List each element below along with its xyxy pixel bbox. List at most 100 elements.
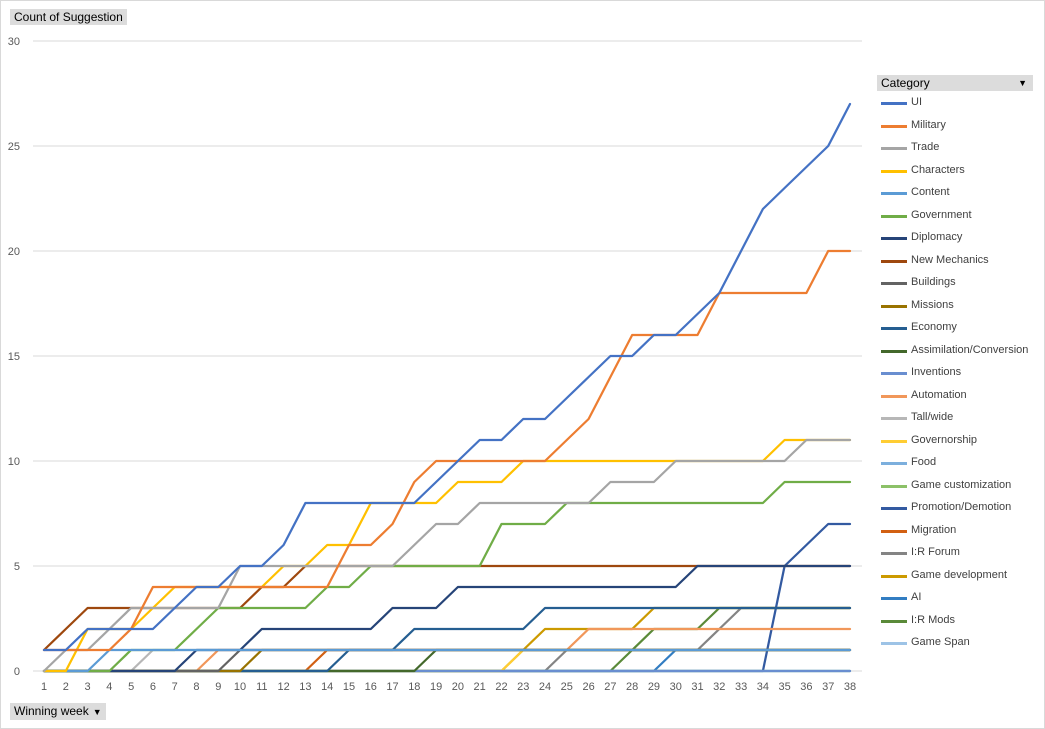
legend-swatch [881, 169, 907, 173]
legend: UI Military Trade Characters Content Governme… [881, 96, 1041, 659]
x-tick-label: 31 [691, 681, 703, 693]
legend-label: Government [911, 208, 972, 221]
legend-item[interactable]: I:R Mods [881, 614, 1041, 637]
legend-label: Migration [911, 523, 957, 536]
x-tick-label: 32 [713, 681, 725, 693]
x-tick-label: 23 [517, 681, 529, 693]
series-line-characters [42, 438, 852, 673]
legend-item[interactable]: Inventions [881, 366, 1041, 389]
series-lines [42, 102, 852, 673]
legend-label: Trade [911, 141, 940, 153]
legend-item[interactable]: Game Span [881, 636, 1041, 659]
legend-item[interactable]: New Mechanics [881, 254, 1041, 277]
legend-swatch [881, 462, 907, 465]
legend-item[interactable]: Automation [881, 389, 1041, 412]
legend-swatch [881, 327, 907, 330]
legend-label: Automation [911, 388, 967, 401]
x-tick-label: 4 [106, 681, 112, 693]
x-tick-label: 7 [172, 681, 178, 693]
series-line-tall-wide [42, 648, 852, 673]
axis-field-button[interactable]: Winning week ▼ [10, 703, 106, 720]
series-line-assimilation-conversion [42, 648, 852, 673]
series-line-buildings [42, 648, 852, 673]
value-field-button[interactable]: Count of Suggestion [10, 9, 127, 25]
x-tick-label: 26 [582, 681, 594, 693]
legend-item[interactable]: Tall/wide [881, 411, 1041, 434]
series-line-missions [42, 648, 852, 673]
x-tick-label: 1 [41, 681, 47, 693]
legend-label: I:R Forum [911, 546, 960, 558]
legend-item[interactable]: Trade [881, 141, 1041, 164]
legend-swatch [881, 372, 907, 375]
legend-label: Content [911, 186, 950, 198]
legend-item[interactable]: Buildings [881, 276, 1041, 299]
dropdown-arrow-icon: ▼ [1018, 78, 1027, 88]
legend-field-label: Category [881, 76, 930, 90]
legend-item[interactable]: Assimilation/Conversion [881, 344, 1041, 367]
legend-swatch [881, 147, 907, 150]
gridlines [33, 40, 862, 672]
legend-label: Game development [911, 568, 1007, 581]
legend-item[interactable]: Food [881, 456, 1041, 479]
legend-label: Inventions [911, 366, 962, 378]
legend-field-button[interactable]: Category ▼ [877, 75, 1033, 91]
legend-label: Military [911, 118, 946, 131]
x-tick-label: 16 [365, 681, 377, 693]
legend-item[interactable]: Missions [881, 299, 1041, 322]
x-tick-label: 21 [474, 681, 486, 693]
x-tick-label: 33 [735, 681, 747, 693]
x-axis-ticks: 1 2 3 4 5 6 7 8 9 10 11 12 13 14 15 16 17 18 19 20 21 22 23 24 2… [41, 681, 856, 693]
legend-label: Promotion/Demotion [911, 501, 1012, 513]
legend-item[interactable]: Military [881, 119, 1041, 142]
series-line-content [42, 648, 852, 673]
legend-label: Governorship [911, 433, 978, 446]
legend-item[interactable]: Migration [881, 524, 1041, 547]
legend-item[interactable]: Game development [881, 569, 1041, 592]
legend-item[interactable]: Economy [881, 321, 1041, 344]
x-tick-label: 36 [800, 681, 812, 693]
value-field-label: Count of Suggestion [14, 10, 123, 24]
legend-swatch [881, 529, 907, 533]
legend-swatch [881, 214, 907, 218]
legend-item[interactable]: UI [881, 96, 1041, 119]
legend-label: Economy [911, 321, 957, 333]
legend-item[interactable]: Diplomacy [881, 231, 1041, 254]
axis-field-label: Winning week [14, 704, 89, 718]
x-tick-label: 10 [234, 681, 246, 693]
legend-swatch [881, 619, 907, 623]
legend-item[interactable]: Characters [881, 164, 1041, 187]
x-tick-label: 18 [408, 681, 420, 693]
series-line-trade [42, 438, 852, 673]
legend-swatch [881, 484, 907, 488]
x-tick-label: 22 [495, 681, 507, 693]
x-tick-label: 13 [299, 681, 311, 693]
legend-swatch [881, 552, 907, 555]
legend-item[interactable]: Game customization [881, 479, 1041, 502]
series-line-governorship [42, 648, 852, 673]
x-tick-label: 8 [193, 681, 199, 693]
legend-item[interactable]: I:R Forum [881, 546, 1041, 569]
legend-label: UI [911, 96, 922, 108]
legend-swatch [881, 237, 907, 240]
legend-item[interactable]: Promotion/Demotion [881, 501, 1041, 524]
legend-swatch [881, 507, 907, 510]
x-tick-label: 15 [343, 681, 355, 693]
legend-label: Buildings [911, 276, 956, 288]
legend-swatch [881, 304, 907, 308]
y-tick-label: 25 [8, 141, 20, 153]
legend-item[interactable]: AI [881, 591, 1041, 614]
legend-swatch [881, 259, 907, 263]
series-line-military [42, 249, 852, 652]
legend-item[interactable]: Government [881, 209, 1041, 232]
series-line-ai [42, 648, 852, 673]
legend-item[interactable]: Content [881, 186, 1041, 209]
legend-item[interactable]: Governorship [881, 434, 1041, 457]
series-line-government [42, 480, 852, 673]
x-tick-label: 35 [779, 681, 791, 693]
series-line-ui [42, 102, 852, 652]
x-tick-label: 14 [321, 681, 333, 693]
x-tick-label: 9 [215, 681, 221, 693]
dropdown-arrow-icon: ▼ [92, 707, 102, 717]
legend-label: I:R Mods [911, 613, 956, 626]
legend-swatch [881, 642, 907, 645]
